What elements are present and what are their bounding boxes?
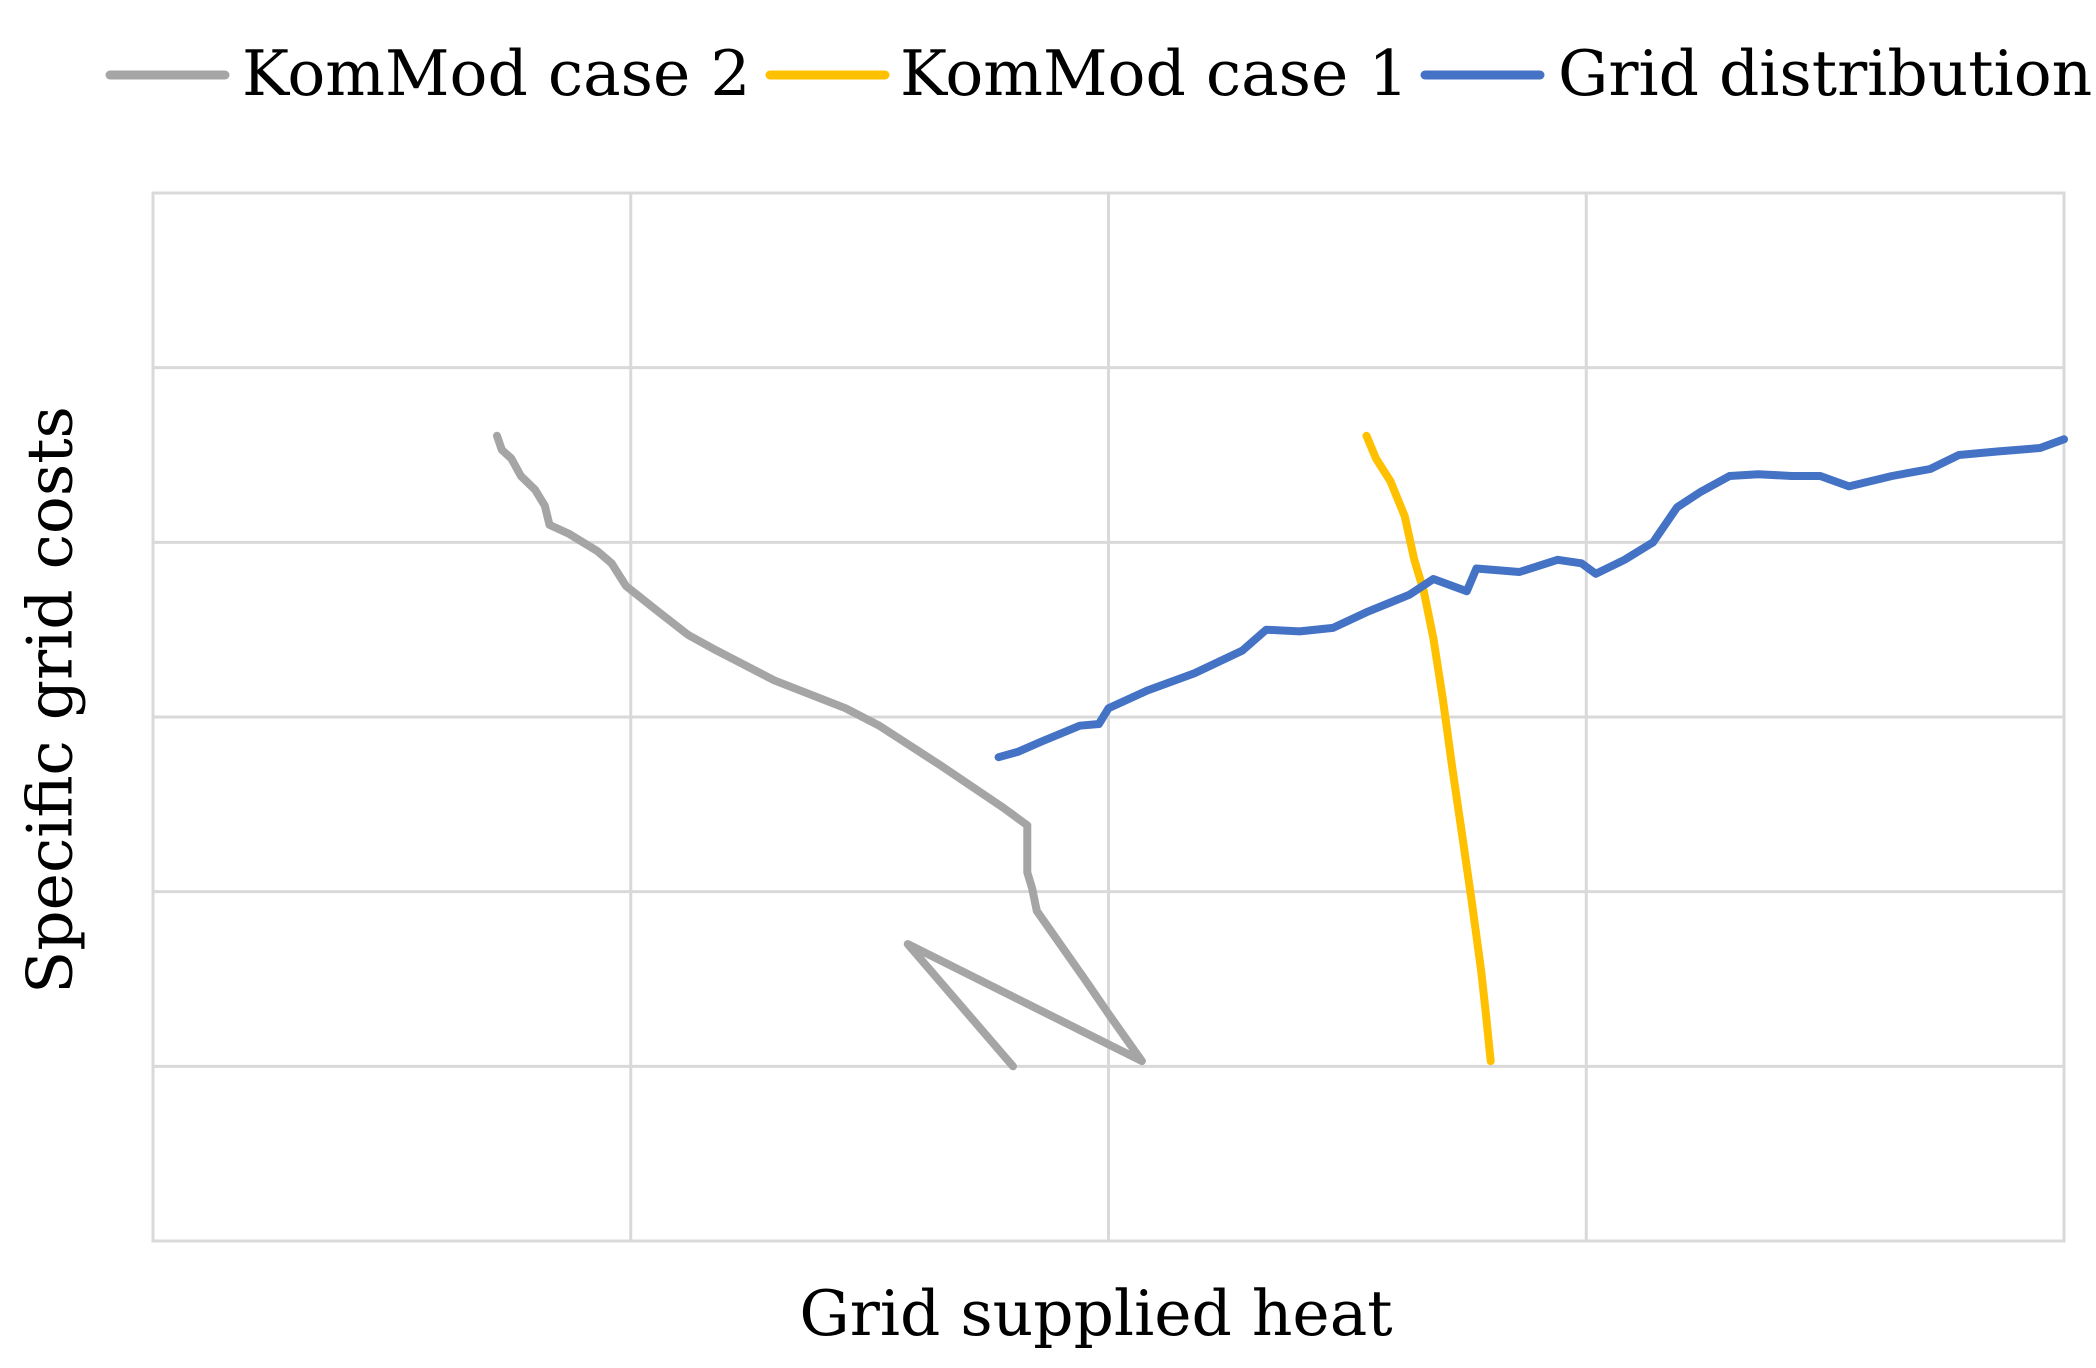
legend-label: KomMod case 2 (242, 37, 750, 110)
plot-area-border (151, 191, 2066, 1243)
legend-item: KomMod case 2 (105, 37, 750, 110)
x-axis-title: Grid supplied heat (799, 1277, 1392, 1350)
legend: KomMod case 2 KomMod case 1 Grid distribut… (105, 37, 2092, 110)
series-line-kommod-case-1 (1362, 431, 1495, 1066)
legend-label: KomMod case 1 (900, 37, 1408, 110)
gridlines (153, 193, 2064, 1241)
y-axis-title: Specific grid costs (14, 406, 87, 994)
legend-item: Grid distribution (1420, 37, 2092, 110)
legend-label: Grid distribution (1558, 37, 2092, 110)
series-line-grid-distribution (994, 435, 2068, 762)
series-line-kommod-case-2 (493, 431, 1146, 1071)
series-layer (493, 431, 2068, 1071)
legend-item: KomMod case 1 (765, 37, 1408, 110)
